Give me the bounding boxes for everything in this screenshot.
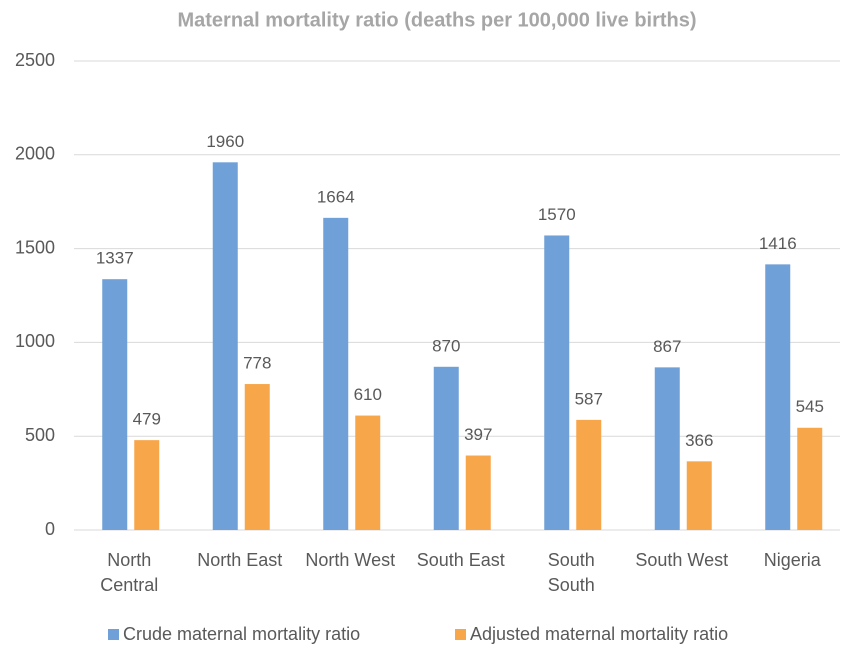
x-tick-label: North East	[197, 550, 283, 570]
x-tick-label: North Central	[100, 550, 159, 595]
bar	[797, 427, 823, 530]
data-label: 366	[685, 431, 713, 450]
data-label: 545	[796, 397, 824, 416]
y-tick-label: 1500	[15, 237, 55, 257]
data-label: 778	[243, 354, 271, 373]
data-label: 610	[354, 385, 382, 404]
data-label: 1960	[206, 132, 244, 151]
data-label: 397	[464, 425, 492, 444]
y-tick-label: 1000	[15, 331, 55, 351]
data-label: 587	[575, 389, 603, 408]
data-label: 1337	[96, 249, 134, 268]
data-label: 867	[653, 337, 681, 356]
y-tick-label: 2000	[15, 144, 55, 164]
bar	[102, 279, 128, 530]
data-label: 479	[133, 410, 161, 429]
y-tick-label: 0	[45, 519, 55, 539]
legend-swatch	[108, 629, 119, 640]
x-tick-label: South East	[416, 550, 505, 570]
y-tick-label: 2500	[15, 50, 55, 70]
data-label: 1416	[759, 234, 797, 253]
bar	[355, 415, 381, 530]
legend-swatch	[455, 629, 466, 640]
bar	[465, 455, 491, 530]
x-tick-label: Nigeria	[763, 550, 821, 570]
bar	[686, 461, 712, 530]
legend-label: Adjusted maternal mortality ratio	[470, 624, 728, 644]
bar	[134, 440, 160, 530]
bar	[433, 366, 459, 530]
bar	[244, 384, 270, 530]
x-tick-label: South West	[635, 550, 729, 570]
bar	[765, 264, 791, 530]
y-tick-label: 500	[25, 425, 55, 445]
bar	[576, 419, 602, 530]
bar	[212, 162, 238, 530]
legend-label: Crude maternal mortality ratio	[123, 624, 360, 644]
bar	[544, 235, 570, 530]
bar	[654, 367, 680, 530]
data-label: 870	[432, 336, 460, 355]
bar	[323, 217, 349, 530]
x-tick-label: North West	[305, 550, 396, 570]
chart-title: Maternal mortality ratio (deaths per 100…	[177, 9, 696, 31]
data-label: 1664	[317, 187, 355, 206]
data-label: 1570	[538, 205, 576, 224]
x-tick-label: South South	[547, 550, 595, 595]
